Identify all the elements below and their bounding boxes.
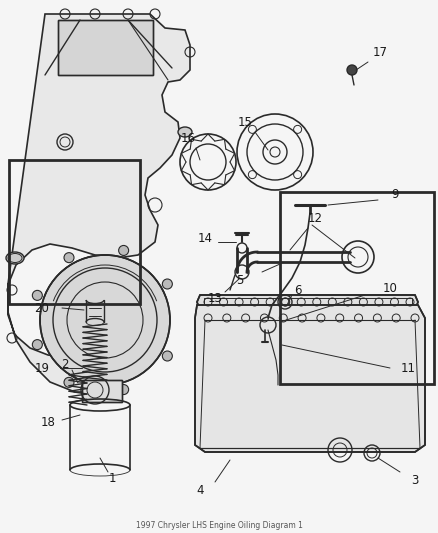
Text: 19: 19	[35, 361, 49, 375]
Text: 10: 10	[382, 281, 397, 295]
Bar	[58, 20, 153, 75]
Circle shape	[32, 290, 42, 301]
Bar	[9, 160, 140, 304]
Bar	[82, 380, 122, 402]
Text: 15: 15	[237, 116, 252, 128]
Circle shape	[64, 253, 74, 263]
Circle shape	[162, 351, 173, 361]
Text: 2: 2	[61, 359, 69, 372]
Circle shape	[162, 279, 173, 289]
Polygon shape	[195, 305, 425, 452]
Bar	[280, 192, 434, 384]
Text: 11: 11	[400, 361, 416, 375]
Polygon shape	[8, 14, 190, 392]
Text: 9: 9	[391, 189, 399, 201]
Text: 6: 6	[294, 284, 302, 296]
Bar	[58, 20, 153, 75]
Circle shape	[347, 65, 357, 75]
Text: 18: 18	[41, 416, 56, 429]
Text: 1997 Chrysler LHS Engine Oiling Diagram 1: 1997 Chrysler LHS Engine Oiling Diagram …	[136, 521, 302, 529]
Ellipse shape	[6, 252, 24, 264]
Text: 12: 12	[307, 212, 322, 224]
Circle shape	[64, 377, 74, 387]
Text: 17: 17	[372, 45, 388, 59]
Circle shape	[119, 246, 129, 255]
Circle shape	[119, 384, 129, 394]
Bar	[82, 380, 122, 402]
Text: 5: 5	[237, 273, 244, 287]
Text: 1: 1	[108, 472, 116, 484]
Polygon shape	[197, 295, 418, 310]
Text: 16: 16	[180, 132, 195, 144]
Bar	[204, 298, 412, 307]
Text: 13: 13	[208, 292, 223, 304]
Text: 3: 3	[411, 473, 419, 487]
Circle shape	[40, 255, 170, 385]
Text: 14: 14	[198, 231, 212, 245]
Text: 20: 20	[35, 302, 49, 314]
Circle shape	[32, 340, 42, 350]
Ellipse shape	[178, 127, 192, 137]
Text: 4: 4	[196, 483, 204, 497]
